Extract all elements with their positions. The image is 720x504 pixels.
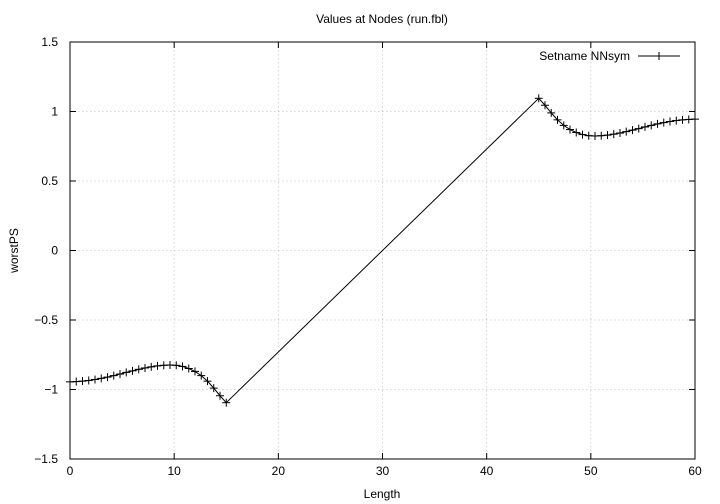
data-point <box>203 377 212 386</box>
data-point <box>147 362 156 371</box>
data-point <box>572 128 581 137</box>
y-axis-label: worstPS <box>7 228 21 274</box>
data-point <box>103 373 112 382</box>
data-point <box>634 124 643 133</box>
data-point <box>666 117 674 126</box>
x-tick-label: 10 <box>167 464 181 478</box>
data-point <box>622 127 631 136</box>
data-point <box>128 366 137 375</box>
y-tick-label: −0.5 <box>34 313 58 327</box>
data-point <box>222 398 231 407</box>
legend-label: Setname NNsym <box>539 49 630 63</box>
data-point <box>647 121 656 130</box>
data-point <box>172 361 181 370</box>
data-point <box>184 364 193 373</box>
y-tick-label: 1.5 <box>41 35 58 49</box>
y-tick-label: 0 <box>51 244 58 258</box>
data-point <box>691 115 699 124</box>
data-point <box>653 119 662 128</box>
data-point <box>116 370 124 379</box>
y-tick-label: −1 <box>44 383 58 397</box>
y-tick-label: 1 <box>51 105 58 119</box>
data-point <box>541 101 549 110</box>
data-point <box>566 125 574 134</box>
legend: Setname NNsym <box>539 49 680 63</box>
x-tick-label: 40 <box>480 464 494 478</box>
x-tick-label: 50 <box>584 464 598 478</box>
y-tick-label: 0.5 <box>41 174 58 188</box>
x-tick-label: 60 <box>688 464 702 478</box>
data-point <box>91 375 99 384</box>
data-point <box>547 108 556 117</box>
data-point <box>209 384 218 393</box>
data-point <box>109 371 118 380</box>
data-point <box>153 361 162 370</box>
data-point <box>672 116 681 125</box>
data-point <box>97 374 106 383</box>
grid-layer <box>70 42 695 459</box>
x-tick-label: 30 <box>376 464 390 478</box>
x-axis-label: Length <box>364 487 401 501</box>
legend-marker <box>655 52 663 60</box>
data-point <box>609 130 618 139</box>
data-point <box>216 391 224 400</box>
data-point <box>122 368 131 377</box>
series-line <box>69 97 696 404</box>
data-point <box>78 377 87 386</box>
data-point <box>553 115 562 124</box>
x-tick-label: 0 <box>67 464 74 478</box>
data-point <box>659 118 668 127</box>
data-point <box>641 122 649 131</box>
data-point <box>603 131 612 140</box>
chart-title: Values at Nodes (run.fbl) <box>316 12 448 26</box>
x-tick-label: 20 <box>272 464 286 478</box>
data-point <box>141 363 149 372</box>
data-point <box>628 126 637 135</box>
data-point <box>84 376 93 385</box>
data-point <box>559 121 568 130</box>
data-point <box>616 129 624 138</box>
data-point <box>134 365 143 374</box>
data-point <box>578 130 587 139</box>
data-point <box>597 131 606 140</box>
series-layer <box>66 94 699 407</box>
data-point <box>197 371 206 380</box>
data-point <box>191 367 199 376</box>
y-tick-label: −1.5 <box>34 452 58 466</box>
data-point <box>178 362 187 371</box>
data-point <box>534 94 543 103</box>
axes-layer: 0 10 20 30 40 50 60 −1.5 −1 −0.5 0 0.5 1 1.5 <box>34 35 702 478</box>
plot-frame <box>69 41 696 460</box>
